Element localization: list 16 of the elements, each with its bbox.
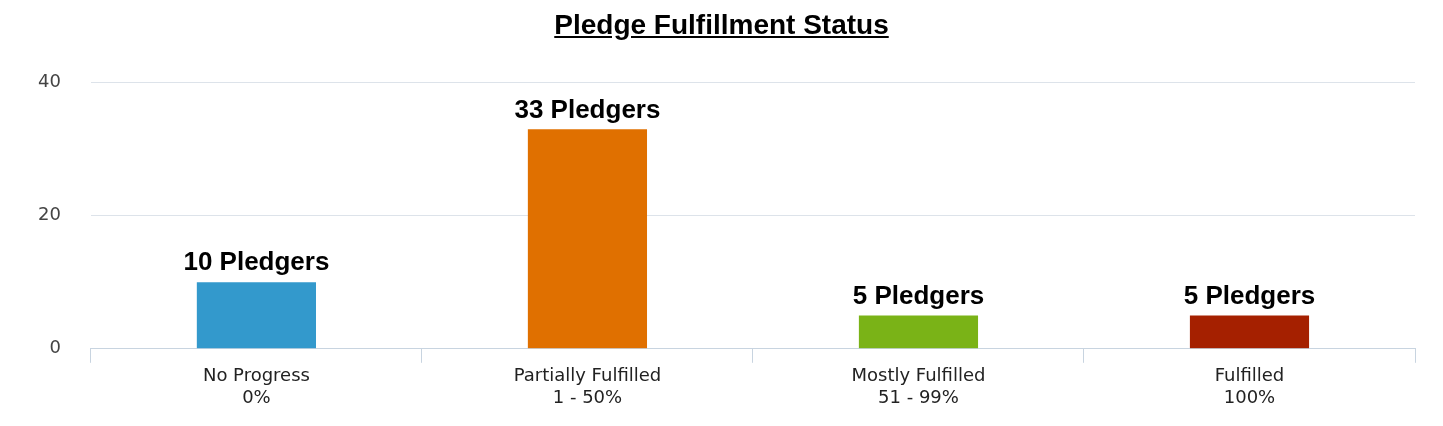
x-tick-label: Fulfilled 100% bbox=[1214, 364, 1285, 407]
x-tick-label: Partially Fulfilled 1 - 50% bbox=[513, 364, 662, 407]
chart-title: Pledge Fulfillment Status bbox=[553, 8, 890, 42]
y-tick-label: 0 bbox=[49, 336, 61, 358]
data-label: 33 Pledgers bbox=[514, 93, 661, 124]
data-label: 10 Pledgers bbox=[183, 246, 330, 277]
y-tick-label: 20 bbox=[38, 203, 61, 225]
data-label: 5 Pledgers bbox=[1183, 279, 1316, 310]
data-label: 5 Pledgers bbox=[852, 279, 985, 310]
x-tick-label: Mostly Fulfilled 51 - 99% bbox=[851, 364, 986, 407]
y-tick-label: 40 bbox=[38, 70, 61, 92]
bar bbox=[858, 315, 979, 349]
bar bbox=[527, 129, 648, 349]
bar bbox=[196, 282, 316, 349]
bar bbox=[1189, 315, 1310, 349]
x-tick-label: No Progress 0% bbox=[202, 364, 310, 407]
